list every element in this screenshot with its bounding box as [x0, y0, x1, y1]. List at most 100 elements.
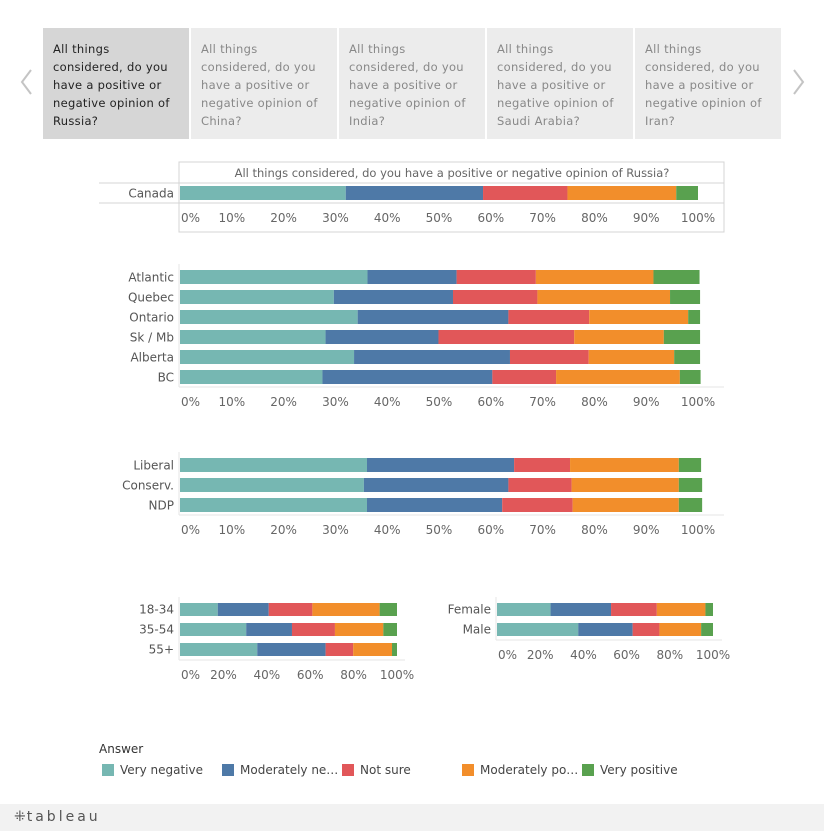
category-label: Ontario: [129, 311, 174, 325]
tableau-logo-icon: ⁜: [14, 809, 26, 825]
bar-segment: [180, 643, 258, 656]
legend: Answer Very negative Moderately ne… Not …: [99, 742, 739, 782]
bar-segment: [180, 270, 368, 284]
tick-label: 20%: [270, 211, 297, 225]
bar-segment: [180, 623, 247, 636]
tick-label: 20%: [527, 648, 554, 662]
question-tabs: All things considered, do you have a pos…: [43, 28, 781, 139]
legend-swatch: [342, 764, 354, 776]
tick-label: 40%: [374, 395, 401, 409]
next-arrow[interactable]: [789, 62, 809, 102]
bar-segment: [257, 643, 326, 656]
legend-item-moderately-positive[interactable]: Moderately po…: [462, 763, 577, 777]
bar-segment: [588, 350, 675, 364]
bar-segment: [497, 603, 551, 616]
bar-segment: [246, 623, 292, 636]
bar-segment: [659, 623, 702, 636]
bar-segment: [291, 623, 335, 636]
bar-segment: [688, 310, 701, 324]
bar-segment: [325, 643, 354, 656]
bar-segment: [354, 350, 510, 364]
tableau-logo[interactable]: ⁜tableau: [14, 809, 101, 825]
bar-segment: [334, 623, 384, 636]
tick-label: 90%: [633, 211, 660, 225]
bar-segment: [676, 186, 698, 200]
legend-swatch: [462, 764, 474, 776]
tick-label: 10%: [218, 211, 245, 225]
tick-label: 0%: [181, 668, 200, 682]
bar-segment: [325, 330, 439, 344]
tab-saudi-arabia[interactable]: All things considered, do you have a pos…: [487, 28, 633, 139]
legend-item-moderately-negative[interactable]: Moderately ne…: [222, 763, 337, 777]
bar-segment: [357, 310, 509, 324]
tick-label: 40%: [570, 648, 597, 662]
legend-item-very-negative[interactable]: Very negative: [102, 763, 217, 777]
tab-china[interactable]: All things considered, do you have a pos…: [191, 28, 337, 139]
bar-segment: [537, 290, 671, 304]
bar-segment: [180, 370, 323, 384]
tab-russia[interactable]: All things considered, do you have a pos…: [43, 28, 189, 139]
category-label: Atlantic: [128, 271, 174, 285]
tick-label: 50%: [426, 395, 453, 409]
prev-arrow[interactable]: [16, 62, 36, 102]
bar-segment: [535, 270, 654, 284]
tick-label: 0%: [181, 395, 200, 409]
footer-bar: ⁜tableau: [0, 804, 824, 831]
tick-label: 100%: [681, 395, 715, 409]
tick-label: 80%: [581, 523, 608, 537]
tick-label: 60%: [477, 395, 504, 409]
tick-label: 80%: [581, 211, 608, 225]
tick-label: 10%: [218, 523, 245, 537]
bar-segment: [550, 603, 612, 616]
tick-label: 60%: [477, 211, 504, 225]
bar-segment: [180, 310, 358, 324]
tick-label: 90%: [633, 523, 660, 537]
tick-label: 40%: [374, 523, 401, 537]
category-label: BC: [158, 371, 174, 385]
bar-segment: [678, 498, 703, 512]
tick-label: 0%: [181, 523, 200, 537]
legend-label: Very negative: [120, 763, 203, 777]
bar-segment: [180, 330, 326, 344]
category-label: Conserv.: [122, 479, 174, 493]
legend-title: Answer: [99, 742, 144, 756]
tick-label: 20%: [270, 523, 297, 537]
legend-swatch: [222, 764, 234, 776]
bar-segment: [367, 498, 503, 512]
bar-segment: [452, 290, 538, 304]
tick-label: 80%: [340, 668, 367, 682]
opinion-charts: All things considered, do you have a pos…: [99, 161, 730, 682]
legend-label: Moderately po…: [480, 763, 577, 777]
bar-segment: [456, 270, 536, 284]
tab-india[interactable]: All things considered, do you have a pos…: [339, 28, 485, 139]
tick-label: 70%: [529, 211, 556, 225]
category-label: Quebec: [128, 291, 174, 305]
tick-label: 100%: [681, 211, 715, 225]
bar-segment: [345, 186, 484, 200]
tick-label: 50%: [426, 523, 453, 537]
category-label: 35-54: [139, 623, 174, 637]
bar-segment: [322, 370, 493, 384]
bar-segment: [678, 478, 703, 492]
legend-item-not-sure[interactable]: Not sure: [342, 763, 457, 777]
bar-segment: [363, 478, 509, 492]
bar-segment: [180, 478, 364, 492]
category-label: Canada: [128, 187, 174, 201]
bar-segment: [379, 603, 397, 616]
bar-segment: [367, 458, 515, 472]
bar-segment: [353, 643, 393, 656]
bar-segment: [567, 186, 677, 200]
tick-label: 40%: [374, 211, 401, 225]
legend-item-very-positive[interactable]: Very positive: [582, 763, 697, 777]
tick-label: 100%: [681, 523, 715, 537]
tick-label: 30%: [322, 211, 349, 225]
bar-segment: [570, 458, 679, 472]
chart-title: All things considered, do you have a pos…: [235, 166, 670, 180]
bar-segment: [508, 310, 590, 324]
category-label: Alberta: [130, 351, 174, 365]
legend-label: Not sure: [360, 763, 411, 777]
bar-segment: [502, 498, 573, 512]
tick-label: 40%: [253, 668, 280, 682]
tab-iran[interactable]: All things considered, do you have a pos…: [635, 28, 781, 139]
bar-segment: [653, 270, 700, 284]
